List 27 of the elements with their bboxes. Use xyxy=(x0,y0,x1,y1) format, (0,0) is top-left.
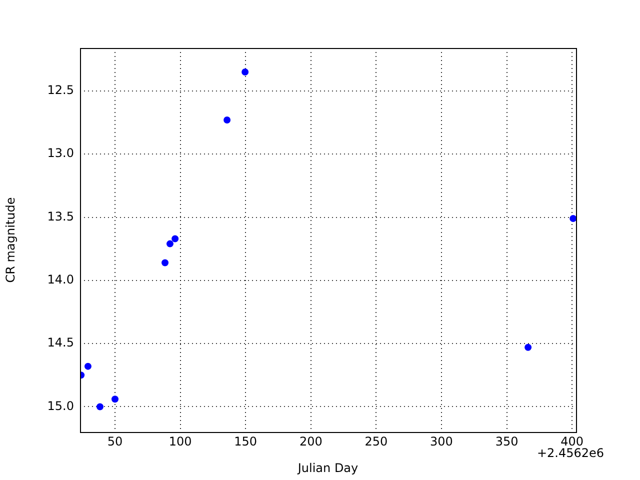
y-tick-label: 13.5 xyxy=(47,209,74,224)
x-tick-label: 50 xyxy=(107,434,123,448)
y-tick-label: 12.5 xyxy=(47,83,74,98)
y-tick-label: 15.0 xyxy=(47,398,74,413)
y-tick-label: 14.5 xyxy=(47,336,74,350)
y-tick-label: 14.0 xyxy=(47,272,74,287)
point xyxy=(224,116,231,124)
x-axis-title: Julian Day xyxy=(296,460,358,475)
point xyxy=(162,259,169,266)
point xyxy=(172,235,179,242)
x-tick-label: 200 xyxy=(299,434,322,448)
point xyxy=(524,344,532,351)
point xyxy=(242,68,249,76)
x-tick-label: 250 xyxy=(364,434,388,448)
x-tick-label: 100 xyxy=(168,434,192,448)
x-tick-label: 300 xyxy=(430,434,453,448)
point xyxy=(112,396,118,403)
x-tick-label: 400 xyxy=(560,434,584,448)
y-tick-label: 13.0 xyxy=(47,146,74,160)
text: +2.4562e6 xyxy=(536,446,604,460)
x-tick-label: 350 xyxy=(495,434,518,448)
x-tick-label: 150 xyxy=(234,434,258,448)
point xyxy=(96,403,104,410)
point xyxy=(84,362,92,370)
point xyxy=(166,240,174,248)
y-axis-title: CR magnitude xyxy=(3,197,18,283)
point xyxy=(570,215,576,222)
